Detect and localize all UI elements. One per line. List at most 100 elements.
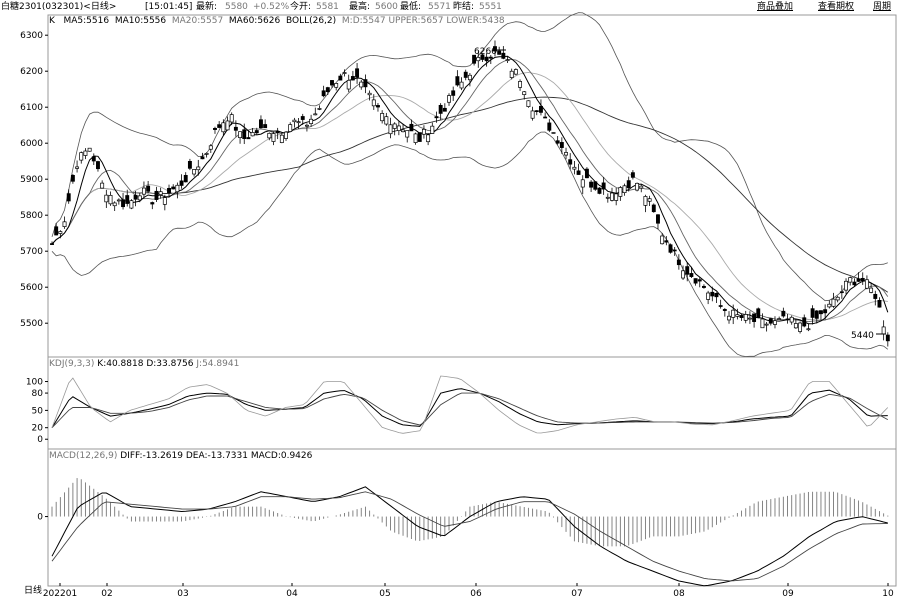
- candle-body: [802, 317, 807, 327]
- candle-body: [823, 309, 828, 314]
- high-price-marker: 6266: [474, 47, 497, 57]
- candle-body: [593, 181, 598, 190]
- candle-body: [559, 142, 564, 148]
- candle-body: [564, 152, 568, 156]
- quote-time: [15:01:45]: [145, 2, 193, 12]
- candle-body: [718, 305, 723, 307]
- candle-body: [760, 318, 765, 329]
- candle-body: [434, 116, 439, 119]
- candle-body: [835, 296, 840, 301]
- candle-body: [162, 197, 167, 205]
- macd-value: MACD:0.9426: [250, 451, 313, 461]
- candle-body: [83, 150, 88, 156]
- candle-body: [438, 104, 443, 114]
- candle-body: [701, 285, 706, 288]
- candle-body: [125, 195, 130, 204]
- candle-body: [635, 182, 640, 191]
- candle-body: [334, 83, 339, 88]
- candle-body: [154, 190, 159, 200]
- candle-body: [447, 95, 451, 103]
- candle-body: [225, 120, 230, 131]
- overlay-button[interactable]: 商品叠加: [757, 2, 794, 12]
- candle-body: [505, 59, 510, 62]
- candle-body: [839, 291, 844, 294]
- low-label: 最低:: [400, 2, 422, 12]
- candle-body: [681, 270, 685, 279]
- candle-body: [137, 195, 142, 201]
- ma10-line: [51, 58, 889, 323]
- view-options-button[interactable]: 查看期权: [818, 2, 855, 12]
- candle-body: [877, 300, 882, 308]
- price-tick-label: 6000: [20, 139, 43, 149]
- latest-label: 最新:: [196, 2, 218, 12]
- ma60-line: [51, 96, 889, 293]
- candle-body: [643, 196, 648, 206]
- candle-body: [313, 113, 318, 116]
- candle-body: [864, 279, 869, 289]
- candle-body: [87, 147, 92, 152]
- candle-body: [551, 132, 556, 134]
- macd-legend: MACD(12,26,9) DIFF:-13.2619 DEA:-13.7331…: [49, 451, 312, 462]
- kdj-tick-label: 0: [37, 435, 43, 445]
- latest-value: 5580: [225, 2, 248, 12]
- period-button[interactable]: 周期: [873, 2, 892, 12]
- candle-body: [568, 159, 573, 165]
- candle-body: [426, 134, 431, 143]
- kdj-k-value: K:40.8818: [97, 359, 144, 369]
- candle-body: [580, 179, 585, 188]
- candle-body: [827, 303, 832, 308]
- candle-body: [497, 50, 502, 55]
- candle-body: [221, 122, 226, 133]
- candle-body: [576, 170, 581, 175]
- kdj-j-line: [51, 375, 889, 434]
- candle-body: [167, 188, 171, 194]
- candle-body: [451, 90, 456, 96]
- ma20-label: MA20:5557: [171, 16, 224, 26]
- candle-body: [509, 70, 514, 78]
- price-tick-label: 5800: [20, 211, 43, 221]
- boll-upper-line: [51, 12, 888, 302]
- candle-body: [346, 79, 351, 90]
- candle-body: [338, 75, 343, 81]
- price-tick-label: 6100: [20, 103, 43, 113]
- chart-frame: [47, 14, 897, 587]
- candle-body: [396, 125, 401, 131]
- candle-body: [793, 323, 798, 329]
- candle-body: [229, 114, 234, 123]
- candle-body: [873, 293, 878, 299]
- candle-body: [171, 186, 176, 190]
- candle-body: [250, 132, 255, 137]
- boll-lower-label: LOWER:5438: [446, 16, 505, 26]
- candle-body: [175, 184, 180, 193]
- candle-body: [200, 156, 205, 160]
- candle-body: [463, 71, 468, 78]
- candle-body: [417, 132, 422, 142]
- x-tick-label: 02: [101, 589, 112, 598]
- x-tick-label: 04: [286, 589, 298, 598]
- candle-body: [522, 91, 527, 95]
- candle-body: [660, 235, 665, 245]
- candle-body: [881, 326, 886, 335]
- candle-body: [601, 182, 606, 190]
- candle-body: [727, 315, 731, 321]
- candle-body: [75, 166, 80, 169]
- candle-body: [388, 124, 393, 135]
- candle-body: [204, 153, 209, 155]
- candle-body: [539, 105, 543, 113]
- candle-body: [768, 318, 773, 324]
- candle-body: [869, 287, 874, 293]
- boll-lower-line: [51, 131, 889, 357]
- candle-body: [467, 74, 472, 81]
- candle-body: [50, 243, 54, 245]
- candle-body: [814, 310, 819, 319]
- candle-body: [756, 308, 761, 318]
- x-tick-label: 03: [177, 589, 188, 598]
- candle-body: [852, 281, 857, 286]
- candle-body: [284, 131, 288, 139]
- kdj-tick-label: 20: [32, 424, 44, 434]
- candle-body: [488, 56, 493, 59]
- candle-body: [672, 249, 677, 252]
- candle-body: [100, 182, 105, 189]
- candle-body: [321, 90, 326, 97]
